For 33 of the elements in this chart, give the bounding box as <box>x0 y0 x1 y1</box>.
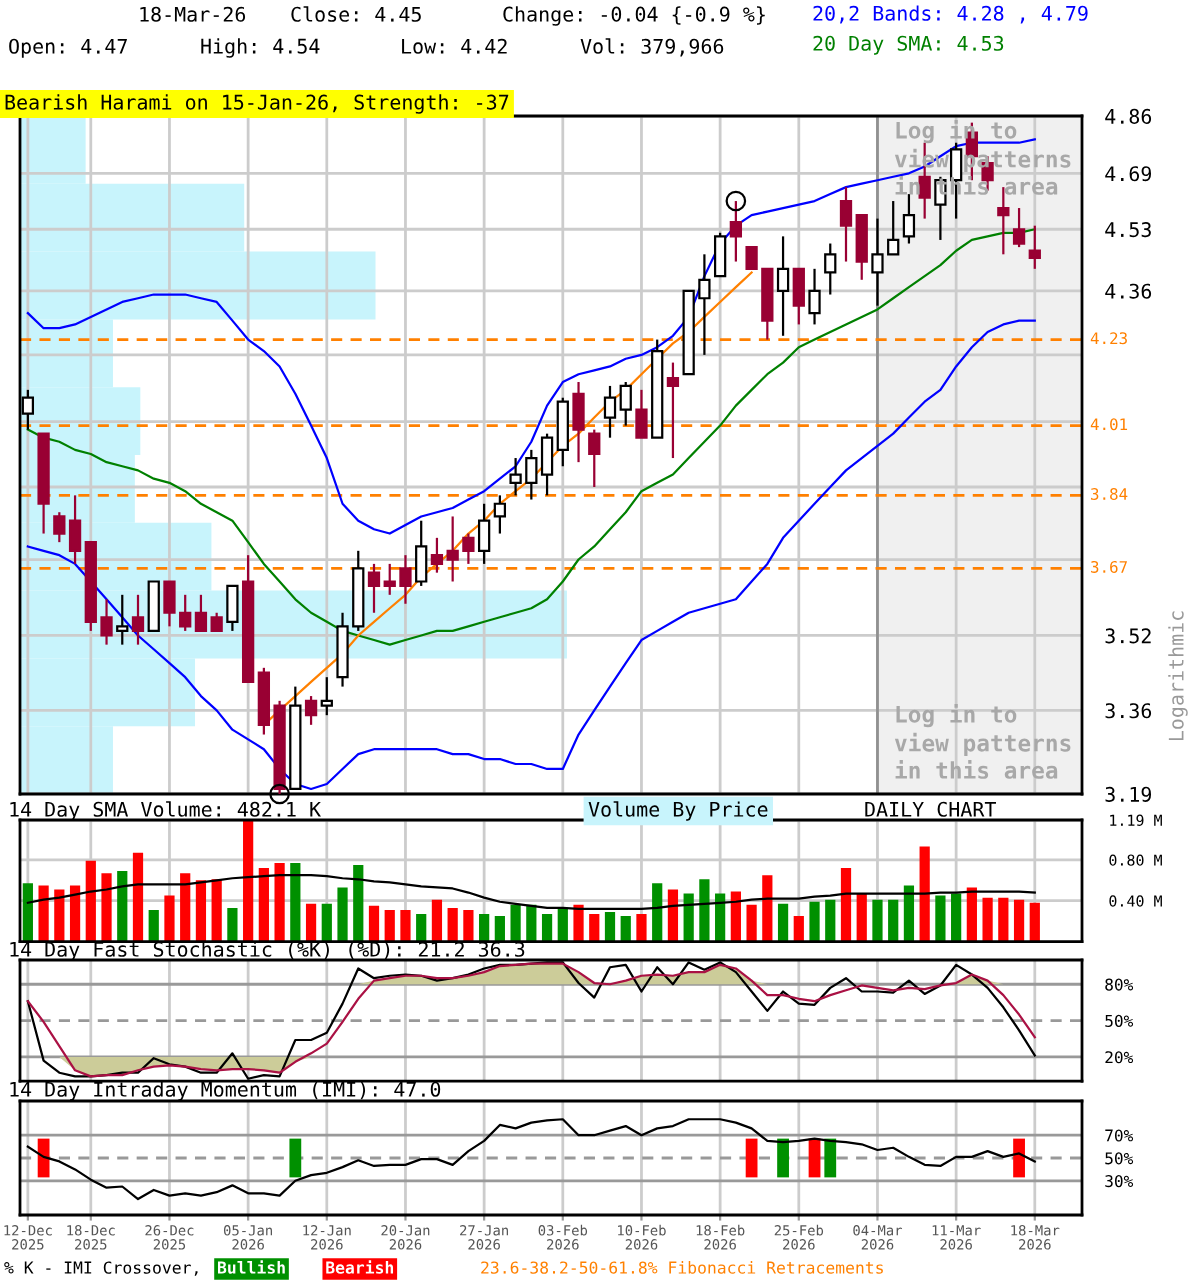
chart-title: 14 Day Intraday Momentum (IMI): 47.0 <box>10 1081 441 1101</box>
text: Open: 4.47 <box>9 38 127 58</box>
y-tick-label: 3.36 <box>1105 703 1152 719</box>
text: 23.6-38.2-50-61.8% Fibonacci Retracements <box>481 1261 883 1274</box>
text: Change: -0.04 {-0.9 %} <box>503 6 765 26</box>
text: 20 Day SMA: 4.53 <box>813 35 1004 55</box>
text: Vol: 379,966 <box>580 38 724 57</box>
y-tick-label: 4.36 <box>1105 283 1152 299</box>
y-axis-title: Logarithmic <box>1168 611 1188 741</box>
y-tick-label: 4.69 <box>1105 166 1152 182</box>
text: Bearish <box>326 1260 394 1274</box>
y-tick-label: 80% <box>1105 978 1134 991</box>
text: DAILY CHART <box>865 801 996 817</box>
y-tick-label: 50% <box>1105 1014 1134 1027</box>
y-tick-label: 3.19 <box>1105 786 1152 802</box>
chart-title: Bearish Harami on 15-Jan-26, Strength: -37 <box>5 94 509 114</box>
text: Low: 4.42 <box>402 38 507 54</box>
legend-title: % K - IMI Crossover, <box>4 1261 198 1276</box>
text: 20,2 Bands: 4.28 , 4.79 <box>813 5 1088 24</box>
text: 18-Mar-26 <box>140 6 246 22</box>
y-tick-label: 4.86 <box>1105 108 1152 124</box>
text: Close: 4.45 <box>291 6 421 22</box>
y-tick-label: 3.52 <box>1105 628 1151 644</box>
text: High: 4.54 <box>201 38 320 58</box>
y-tick-label: 4.53 <box>1105 222 1151 238</box>
text: Volume By Price <box>588 801 768 821</box>
y-tick-label: 20% <box>1105 1051 1134 1064</box>
y-tick-label: 70% <box>1105 1129 1134 1142</box>
text: Bullish <box>218 1260 285 1274</box>
y-tick-label: 30% <box>1105 1175 1134 1188</box>
chart-title: 14 Day SMA Volume: 482.1 K <box>10 801 321 821</box>
annotation: Log in to view patterns in this area <box>894 703 1071 779</box>
y-tick-label: 50% <box>1105 1152 1134 1165</box>
